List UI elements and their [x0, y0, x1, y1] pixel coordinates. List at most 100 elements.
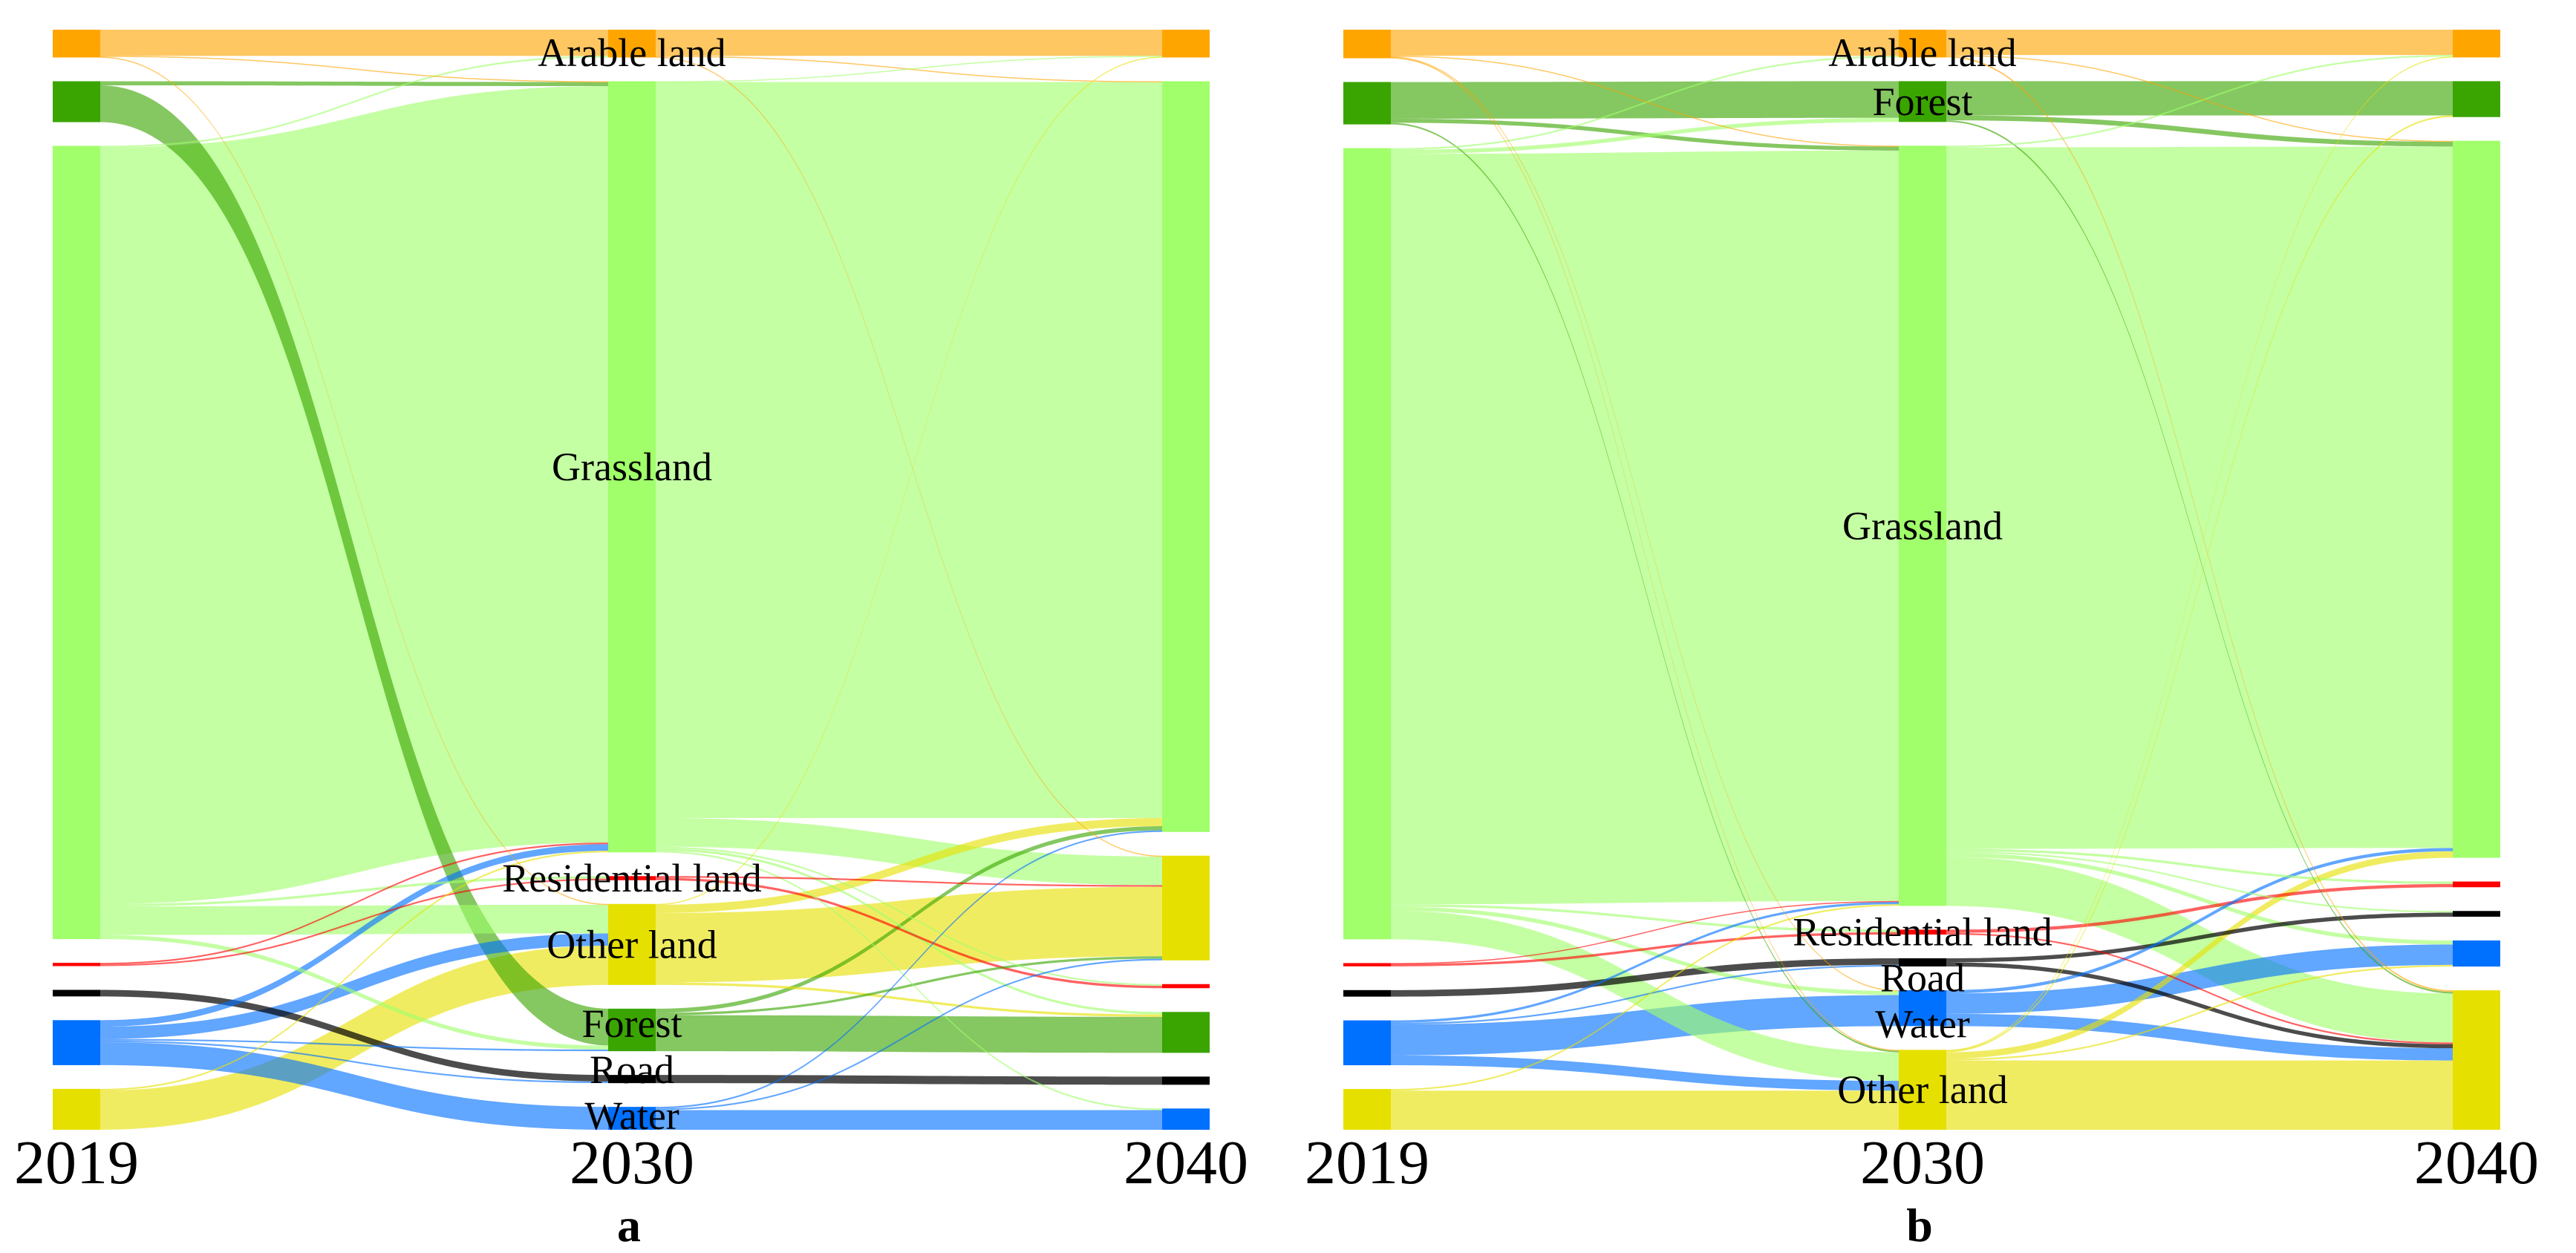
link-water-to-other	[656, 958, 1162, 1110]
node-label-grassland: Grassland	[1842, 503, 2003, 548]
node-forest-2040	[1162, 1012, 1210, 1053]
node-road-2040	[2453, 911, 2500, 917]
link-residential-to-residential	[1391, 932, 1899, 966]
node-road-2030	[1899, 958, 1946, 966]
link-grassland-to-arable	[100, 56, 608, 148]
link-arable-to-arable	[1391, 30, 1899, 56]
node-residential-2019	[1343, 963, 1391, 966]
link-other-to-grassland	[656, 818, 1162, 913]
node-other-2040	[1162, 855, 1210, 961]
node-water-2040	[2453, 940, 2500, 967]
year-label-2019: 2019	[1305, 1128, 1429, 1197]
node-grassland-2040	[1162, 81, 1210, 832]
year-label-2019: 2019	[14, 1128, 139, 1197]
link-other-to-water	[1946, 964, 2453, 1061]
node-label-residential: Residential land	[502, 856, 761, 900]
sankey-panel-a: Arable land Grassland Residential land Othe…	[14, 30, 1248, 1252]
node-label-other: Other land	[1837, 1067, 2007, 1112]
link-forest-to-other	[1946, 120, 2453, 994]
node-grassland-2040	[2453, 140, 2500, 858]
link-arable-to-other	[1391, 57, 1899, 1051]
node-label-road: Road	[590, 1047, 674, 1092]
node-label-forest: Forest	[1873, 79, 1973, 124]
link-other-to-arable	[1946, 56, 2453, 1051]
node-label-water: Water	[584, 1093, 679, 1138]
node-arable-2019	[1343, 30, 1391, 59]
link-forest-to-other	[1391, 122, 1899, 1053]
year-label-2040: 2040	[2414, 1128, 2539, 1197]
link-grassland-to-residential	[1946, 848, 2453, 884]
link-residential-to-other	[1946, 932, 2453, 1044]
link-other-to-grassland	[1946, 851, 2453, 1059]
link-residential-to-grassland	[1391, 900, 1899, 964]
link-forest-to-forest	[100, 85, 608, 1046]
year-label-2030: 2030	[570, 1128, 694, 1197]
node-residential-2030	[1899, 929, 1946, 935]
year-label-2030: 2030	[1860, 1128, 1985, 1197]
link-arable-to-arable	[100, 30, 608, 56]
node-residential-2040	[1162, 984, 1210, 989]
link-water-to-other	[100, 933, 608, 1039]
link-road-to-other	[1946, 962, 2453, 1049]
links	[100, 30, 1162, 1130]
link-water-to-grassland	[1946, 848, 2453, 994]
link-residential-to-residential	[1946, 883, 2453, 933]
node-road-2019	[53, 989, 100, 997]
link-grassland-to-other	[1391, 910, 1899, 1082]
link-water-to-road	[1391, 964, 1899, 1025]
link-grassland-to-water	[1946, 852, 2453, 945]
link-forest-to-grassland	[1946, 115, 2453, 147]
link-arable-to-other	[100, 56, 608, 906]
node-label-arable: Arable land	[538, 30, 725, 75]
link-other-to-forest	[656, 982, 1162, 1017]
node-forest-2019	[53, 81, 100, 122]
node-label-road: Road	[1880, 956, 1965, 1001]
link-other-to-forest	[1946, 115, 2453, 1053]
link-arable-to-grassland	[1946, 55, 2453, 143]
link-grassland-to-arable	[656, 56, 1162, 82]
link-road-to-road	[1946, 912, 2453, 963]
node-label-grassland: Grassland	[552, 445, 712, 489]
link-other-to-other	[1946, 1060, 2453, 1130]
link-residential-to-grassland	[100, 843, 608, 965]
link-forest-to-grassland	[100, 81, 608, 87]
node-residential-2030	[608, 876, 656, 880]
link-grassland-to-forest	[1391, 117, 1899, 154]
link-forest-to-grassland	[656, 826, 1162, 1013]
node-water-2030	[1899, 989, 1946, 1027]
node-forest-2030	[608, 1008, 656, 1052]
link-other-to-other	[656, 886, 1162, 983]
link-grassland-to-grassland	[656, 82, 1162, 819]
link-arable-to-other	[656, 56, 1162, 857]
link-grassland-to-residential	[1391, 904, 1899, 932]
node-label-other: Other land	[547, 922, 717, 966]
node-water-2030	[608, 1107, 656, 1130]
node-forest-2019	[1343, 82, 1391, 125]
link-water-to-water	[656, 1110, 1162, 1130]
link-arable-to-water	[1391, 56, 1899, 992]
link-grassland-to-grassland	[100, 86, 608, 904]
node-grassland-2030	[1899, 145, 1946, 906]
link-grassland-to-grassland	[1391, 150, 1899, 905]
link-grassland-to-arable	[1946, 55, 2453, 148]
link-grassland-to-arable	[1391, 56, 1899, 150]
link-water-to-road	[100, 1040, 608, 1084]
node-water-2019	[1343, 1020, 1391, 1066]
node-forest-2040	[2453, 81, 2500, 117]
links	[1391, 30, 2453, 1130]
link-residential-to-other	[656, 876, 1162, 887]
link-water-to-grassland	[100, 844, 608, 1027]
node-road-2019	[1343, 989, 1391, 997]
link-grassland-to-water	[1391, 906, 1899, 995]
node-label-water: Water	[1875, 1002, 1970, 1047]
link-arable-to-grassland	[1391, 56, 1899, 147]
nodes	[1343, 30, 2500, 1130]
link-forest-to-forest	[1391, 81, 1899, 119]
link-arable-to-other	[1946, 56, 2453, 992]
node-other-2019	[53, 1088, 100, 1130]
node-label-arable: Arable land	[1828, 30, 2016, 75]
link-grassland-to-water	[656, 851, 1162, 1110]
